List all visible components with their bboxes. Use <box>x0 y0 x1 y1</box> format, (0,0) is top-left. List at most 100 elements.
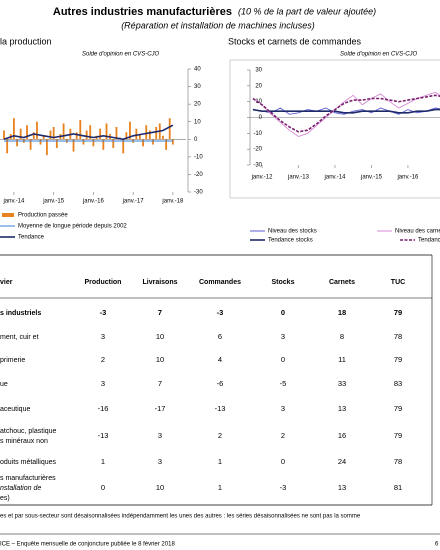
y-tick-label: -10 <box>253 131 262 137</box>
bar <box>75 132 78 140</box>
bar <box>102 139 105 150</box>
y-tick-label: -20 <box>253 147 262 153</box>
bar <box>125 132 128 140</box>
cell-value: 24 <box>338 457 346 466</box>
row-label: s industriels <box>0 310 41 317</box>
x-tick-label: janv.-14 <box>2 199 25 205</box>
row-label: ment, cuir et <box>0 334 39 341</box>
x-tick-label: janv.-16 <box>396 175 419 181</box>
chart-frame <box>229 59 440 199</box>
legend-label: Tendance <box>18 235 45 241</box>
bar <box>16 139 19 147</box>
bar <box>122 139 125 154</box>
subtitle: (Réparation et installation de machines … <box>121 20 315 30</box>
y-tick-label: -30 <box>253 163 262 169</box>
page-number: 6 <box>435 542 439 548</box>
bar <box>12 118 15 140</box>
cell-value: 79 <box>394 308 402 317</box>
cell-value: 78 <box>394 332 402 341</box>
cell-value: 13 <box>338 483 346 492</box>
cell-value: -17 <box>155 404 166 413</box>
legend-label: Tendance carnets <box>418 238 440 244</box>
row-label: primerie <box>0 357 25 364</box>
cell-value: 0 <box>281 355 285 364</box>
x-tick-label: janv.-12 <box>251 175 274 181</box>
cell-value: -3 <box>217 308 224 317</box>
chart-title: la production <box>0 36 52 46</box>
cell-value: 0 <box>101 483 105 492</box>
cell-value: -16 <box>98 404 109 413</box>
cell-value: 18 <box>338 308 346 317</box>
cell-value: 1 <box>101 457 105 466</box>
bar <box>79 119 82 140</box>
cell-value: 16 <box>338 431 346 440</box>
cell-value: 2 <box>101 355 105 364</box>
bar <box>135 128 138 140</box>
chart-subtitle: Solde d'opinion en CVS-CJO <box>82 52 160 58</box>
bar <box>26 125 28 140</box>
cell-value: 1 <box>218 483 222 492</box>
column-header: Stocks <box>272 279 295 286</box>
bar <box>85 130 88 140</box>
column-header: Livraisons <box>142 279 177 286</box>
row-label: s minéraux non <box>0 438 48 445</box>
y-tick-label: 40 <box>194 67 201 73</box>
cell-value: 3 <box>281 332 285 341</box>
bar <box>165 139 168 150</box>
bar <box>19 128 22 140</box>
cell-value: 2 <box>281 431 285 440</box>
cell-value: 3 <box>101 332 105 341</box>
column-header: TUC <box>391 279 405 286</box>
cell-value: 10 <box>156 483 164 492</box>
legend-label: Moyenne de longue période depuis 2002 <box>18 224 127 230</box>
bar <box>162 135 164 140</box>
cell-value: 1 <box>218 457 222 466</box>
cell-value: 7 <box>158 308 162 317</box>
series-line <box>3 124 174 141</box>
bar <box>148 130 151 140</box>
legend-label: Production passée <box>18 213 68 219</box>
cell-value: 33 <box>338 379 346 388</box>
cell-value: 79 <box>394 355 402 364</box>
row-label: nstallation de <box>0 485 41 492</box>
bar <box>155 126 158 140</box>
cell-value: 7 <box>158 379 162 388</box>
legend-label: Tendance stocks <box>268 238 313 244</box>
cell-value: 0 <box>281 457 285 466</box>
y-tick-label: 30 <box>255 68 262 74</box>
cell-value: 4 <box>218 355 222 364</box>
column-header: Commandes <box>199 279 241 286</box>
x-tick-label: janv.-15 <box>42 199 65 205</box>
y-tick-label: -30 <box>194 190 203 196</box>
bar <box>129 121 131 140</box>
chart-subtitle: Solde d'opinion en CVS-CJO <box>340 52 418 58</box>
series-line <box>252 94 440 133</box>
bar <box>99 128 102 140</box>
y-tick-label: 0 <box>194 137 198 143</box>
bar <box>168 118 171 140</box>
footer-text: ICE – Enquête mensuelle de conjoncture p… <box>0 542 175 548</box>
bar <box>36 121 38 140</box>
column-header: vier <box>0 279 13 286</box>
cell-value: 3 <box>281 404 285 413</box>
bar <box>138 134 141 140</box>
y-tick-label: 20 <box>255 83 262 89</box>
series-line <box>252 91 440 138</box>
legend-label: Niveau des carnets <box>395 229 440 235</box>
cell-value: 11 <box>338 355 346 364</box>
cell-value: -3 <box>280 483 287 492</box>
cell-value: 13 <box>338 404 346 413</box>
cell-value: 3 <box>158 431 162 440</box>
bar <box>32 132 35 140</box>
cell-value: 79 <box>394 431 402 440</box>
bar <box>105 123 108 140</box>
x-tick-label: janv.-17 <box>122 199 145 205</box>
x-tick-label: janv.-14 <box>324 175 347 181</box>
cell-value: -13 <box>98 431 109 440</box>
y-tick-label: -20 <box>194 172 203 178</box>
y-tick-label: 10 <box>194 119 201 125</box>
cell-value: -5 <box>280 379 287 388</box>
column-header: Production <box>85 279 122 286</box>
series-line <box>252 108 440 114</box>
